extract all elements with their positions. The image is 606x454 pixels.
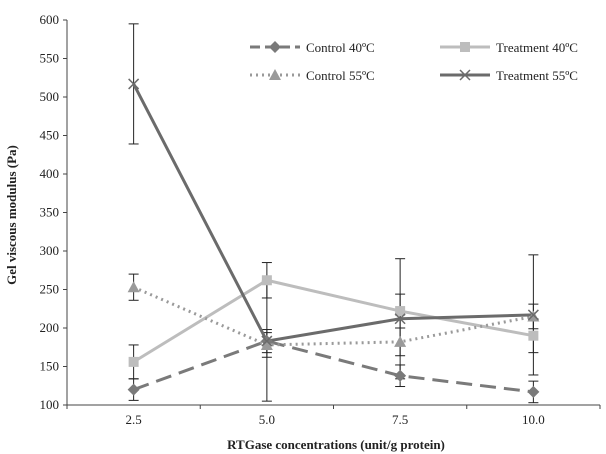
axes: 100 150 200 250 300 350 400 450 500 550 600 2.5 5.0 7…: [40, 12, 601, 427]
legend-marker: [459, 69, 471, 81]
series-markers: [127, 78, 540, 398]
data-point: [528, 330, 539, 341]
legend-item: Treatment 55ºC: [440, 68, 578, 83]
data-point: [261, 335, 273, 347]
data-point: [394, 313, 406, 325]
data-point: [128, 356, 139, 367]
legend-label: Control 40ºC: [306, 40, 375, 55]
data-point: [127, 281, 140, 293]
y-tick-label: 100: [40, 397, 60, 412]
data-point: [394, 369, 407, 382]
legend-label: Treatment 55ºC: [496, 68, 578, 83]
y-tick-label: 300: [40, 243, 60, 258]
y-tick-label: 550: [40, 51, 60, 66]
data-point: [394, 335, 407, 347]
y-tick-label: 150: [40, 359, 60, 374]
legend-marker: [269, 41, 281, 53]
data-point: [395, 306, 406, 317]
y-tick-label: 350: [40, 205, 60, 220]
data-point: [261, 275, 272, 286]
x-tick-label: 5.0: [259, 412, 275, 427]
legend-label: Treatment 40ºC: [496, 40, 578, 55]
data-point: [527, 309, 539, 321]
y-tick-label: 200: [40, 320, 60, 335]
series-line: [133, 339, 534, 394]
data-point: [128, 78, 140, 90]
data-point: [260, 338, 273, 350]
legend: Control 40ºC Treatment 40ºC Control 55ºC Tr…: [250, 40, 578, 83]
data-point: [527, 385, 540, 398]
legend-label: Control 55ºC: [306, 68, 375, 83]
y-tick-label: 400: [40, 166, 60, 181]
series-line: [133, 285, 534, 347]
series-lines: [132, 83, 534, 394]
y-tick-label: 600: [40, 12, 60, 27]
x-tick-label: 10.0: [522, 412, 545, 427]
y-tick-label: 450: [40, 128, 60, 143]
y-tick-label: 250: [40, 282, 60, 297]
x-axis-title: RTGase concentrations (unit/g protein): [227, 437, 445, 452]
legend-item: Control 55ºC: [250, 68, 375, 83]
y-tick-label: 500: [40, 89, 60, 104]
legend-marker: [460, 42, 470, 52]
series-line: [132, 278, 534, 364]
x-tick-label: 7.5: [392, 412, 408, 427]
x-tick-label: 2.5: [126, 412, 142, 427]
legend-item: Control 40ºC: [250, 40, 375, 55]
y-axis-title: Gel viscous modulus (Pa): [4, 145, 19, 285]
legend-item: Treatment 40ºC: [440, 40, 578, 55]
legend-marker: [269, 69, 281, 80]
series-line: [132, 83, 534, 343]
data-point: [127, 383, 140, 396]
